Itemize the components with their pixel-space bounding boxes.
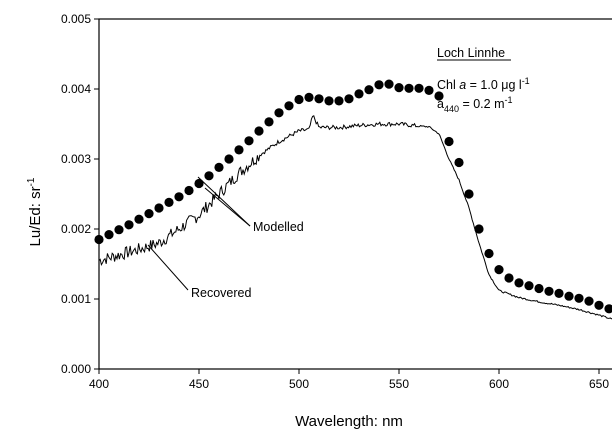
- x-tick-label: 650: [589, 377, 609, 391]
- data-point-modelled: [374, 80, 384, 90]
- data-point-modelled: [414, 83, 424, 93]
- data-point-modelled: [334, 96, 344, 106]
- a-sup: -1: [505, 95, 513, 105]
- data-point-modelled: [254, 126, 264, 136]
- data-point-modelled: [604, 304, 612, 314]
- data-point-modelled: [384, 79, 394, 89]
- absorption-annotation: a440 = 0.2 m-1: [437, 95, 513, 114]
- data-point-modelled: [504, 273, 514, 283]
- data-point-modelled: [104, 230, 114, 240]
- data-point-modelled: [144, 209, 154, 219]
- series-recovered: [98, 115, 612, 320]
- chl-a: a: [459, 78, 466, 92]
- y-tick-label: 0.000: [61, 362, 91, 376]
- data-point-modelled: [194, 178, 204, 189]
- x-tick-label: 550: [389, 377, 409, 391]
- y-tick-label: 0.002: [61, 222, 91, 236]
- site-label: Loch Linnhe: [437, 46, 505, 60]
- data-point-modelled: [314, 94, 324, 104]
- modelled-label: Modelled: [253, 220, 304, 234]
- data-point-modelled: [264, 117, 274, 127]
- x-tick-label: 400: [89, 377, 109, 391]
- data-point-modelled: [294, 94, 304, 105]
- data-point-modelled: [424, 85, 434, 95]
- data-point-modelled: [134, 214, 144, 224]
- chl-prefix: Chl: [437, 78, 459, 92]
- data-point-modelled: [524, 281, 534, 291]
- series-line-recovered: [98, 115, 612, 320]
- x-tick-label: 600: [489, 377, 509, 391]
- data-point-modelled: [94, 234, 104, 245]
- data-point-modelled: [534, 283, 544, 294]
- recovered-label: Recovered: [191, 286, 251, 300]
- data-point-modelled: [444, 136, 454, 147]
- data-point-modelled: [584, 296, 594, 306]
- data-point-modelled: [304, 92, 314, 102]
- y-axis: 0.000 0.001 0.002 0.003 0.004 0.005: [61, 12, 99, 376]
- data-point-modelled: [324, 96, 334, 106]
- y-tick-label: 0.003: [61, 152, 91, 166]
- data-point-modelled: [174, 192, 184, 202]
- y-axis-label-sup: -1: [26, 177, 37, 186]
- data-point-modelled: [214, 162, 224, 172]
- a-sub: 440: [444, 104, 459, 114]
- a-eq: = 0.2 m: [459, 97, 505, 111]
- data-point-modelled: [434, 91, 444, 101]
- data-point-modelled: [204, 171, 214, 181]
- x-tick-label: 500: [289, 377, 309, 391]
- data-point-modelled: [364, 85, 374, 95]
- a-main: a: [437, 97, 444, 111]
- data-point-modelled: [394, 83, 404, 93]
- modelled-pointer-lower: [204, 187, 251, 227]
- x-tick-label: 450: [189, 377, 209, 391]
- data-point-modelled: [114, 225, 124, 235]
- data-point-modelled: [564, 291, 574, 301]
- x-axis-label: Wavelength: nm: [295, 413, 403, 430]
- chl-annotation: Chl a = 1.0 μg l-1: [437, 76, 530, 92]
- modelled-pointer-upper: [197, 176, 251, 227]
- data-point-modelled: [124, 220, 134, 230]
- data-point-modelled: [224, 154, 234, 164]
- series-modelled: [94, 79, 612, 314]
- data-point-modelled: [284, 101, 294, 111]
- y-axis-label: Lu/Ed: sr-1: [26, 177, 44, 246]
- data-point-modelled: [474, 224, 484, 234]
- data-point-modelled: [464, 189, 474, 199]
- data-point-modelled: [274, 108, 284, 118]
- data-point-modelled: [344, 94, 354, 104]
- data-point-modelled: [594, 300, 604, 310]
- data-point-modelled: [554, 288, 564, 298]
- data-point-modelled: [184, 185, 194, 196]
- chl-eq: = 1.0 μg l: [466, 78, 522, 92]
- data-point-modelled: [494, 265, 504, 275]
- data-point-modelled: [454, 157, 464, 168]
- y-tick-label: 0.004: [61, 82, 91, 96]
- chl-sup: -1: [522, 76, 530, 86]
- y-tick-label: 0.001: [61, 292, 91, 306]
- y-axis-label-main: Lu/Ed: sr: [27, 186, 44, 246]
- y-tick-label: 0.005: [61, 12, 91, 26]
- data-point-modelled: [574, 293, 584, 303]
- data-point-modelled: [514, 278, 524, 288]
- data-point-modelled: [544, 286, 554, 296]
- data-point-modelled: [354, 89, 364, 99]
- data-point-modelled: [154, 203, 164, 213]
- data-point-modelled: [484, 248, 494, 259]
- data-point-modelled: [234, 145, 244, 155]
- x-axis: 400450500550600650700: [89, 369, 609, 391]
- data-point-modelled: [164, 197, 174, 207]
- data-point-modelled: [244, 136, 254, 146]
- recovered-pointer: [147, 244, 189, 291]
- data-point-modelled: [404, 83, 414, 93]
